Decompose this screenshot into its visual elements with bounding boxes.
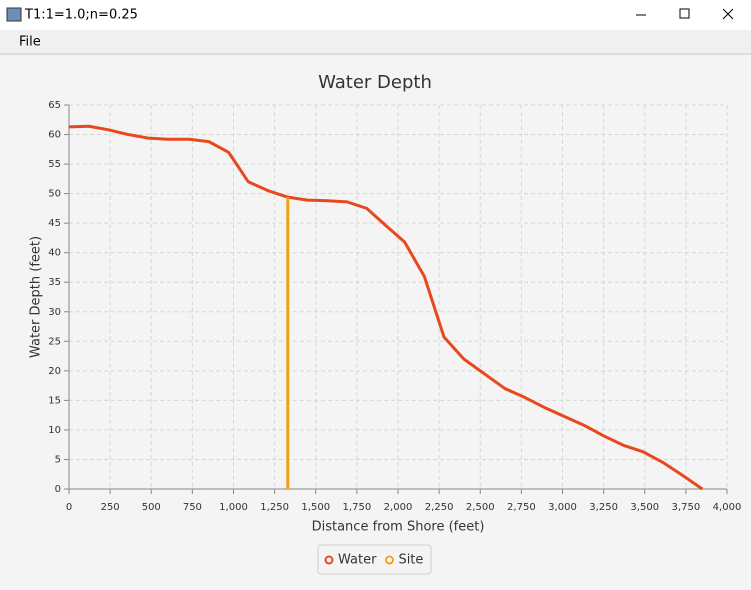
close-button[interactable] [722, 8, 734, 20]
chart-title: Water Depth [318, 72, 432, 93]
x-tick-label: 1,250 [260, 502, 289, 513]
x-tick-label: 1,000 [219, 502, 248, 513]
window-title: T1:1=1.0;n=0.25 [24, 8, 138, 23]
x-tick-label: 1,750 [343, 502, 372, 513]
maximize-button[interactable] [679, 8, 690, 19]
app-icon [6, 7, 22, 22]
x-tick-label: 2,500 [466, 502, 495, 513]
y-tick-label: 0 [55, 484, 61, 495]
y-tick-label: 40 [48, 248, 61, 259]
x-tick-label: 750 [183, 502, 202, 513]
legend-marker [384, 555, 394, 565]
x-tick-label: 3,500 [630, 502, 659, 513]
legend-label: Water [338, 553, 377, 568]
y-tick-label: 60 [48, 130, 61, 141]
y-tick-label: 50 [48, 189, 61, 200]
x-tick-label: 1,500 [301, 502, 330, 513]
y-tick-label: 5 [55, 454, 61, 465]
x-tick-label: 2,750 [507, 502, 536, 513]
x-tick-label: 3,750 [672, 502, 701, 513]
y-tick-label: 55 [48, 159, 61, 170]
x-tick-label: 0 [66, 502, 72, 513]
y-tick-label: 65 [48, 100, 61, 111]
x-axis-label: Distance from Shore (feet) [312, 520, 485, 535]
y-axis-label: Water Depth (feet) [29, 236, 44, 358]
chart: Water Depth Distance from Shore (feet) W… [29, 72, 742, 575]
x-tick-label: 250 [101, 502, 120, 513]
legend-label: Site [398, 553, 423, 568]
y-tick-label: 30 [48, 307, 61, 318]
series-line [68, 124, 704, 491]
x-tick-label: 3,000 [548, 502, 577, 513]
y-tick-label: 10 [48, 425, 61, 436]
x-tick-label: 3,250 [589, 502, 618, 513]
y-tick-label: 35 [48, 277, 61, 288]
legend-marker [324, 555, 334, 565]
y-tick-label: 45 [48, 218, 61, 229]
x-tick-label: 2,250 [425, 502, 454, 513]
x-tick-label: 2,000 [384, 502, 413, 513]
y-tick-label: 25 [48, 336, 61, 347]
legend-box [317, 544, 432, 575]
title-bar [0, 0, 751, 30]
y-tick-label: 20 [48, 366, 61, 377]
x-tick-label: 500 [142, 502, 161, 513]
menu-item[interactable]: File [19, 35, 41, 50]
x-tick-label: 4,000 [713, 502, 742, 513]
y-tick-label: 15 [48, 395, 61, 406]
menu-bar [0, 30, 751, 54]
